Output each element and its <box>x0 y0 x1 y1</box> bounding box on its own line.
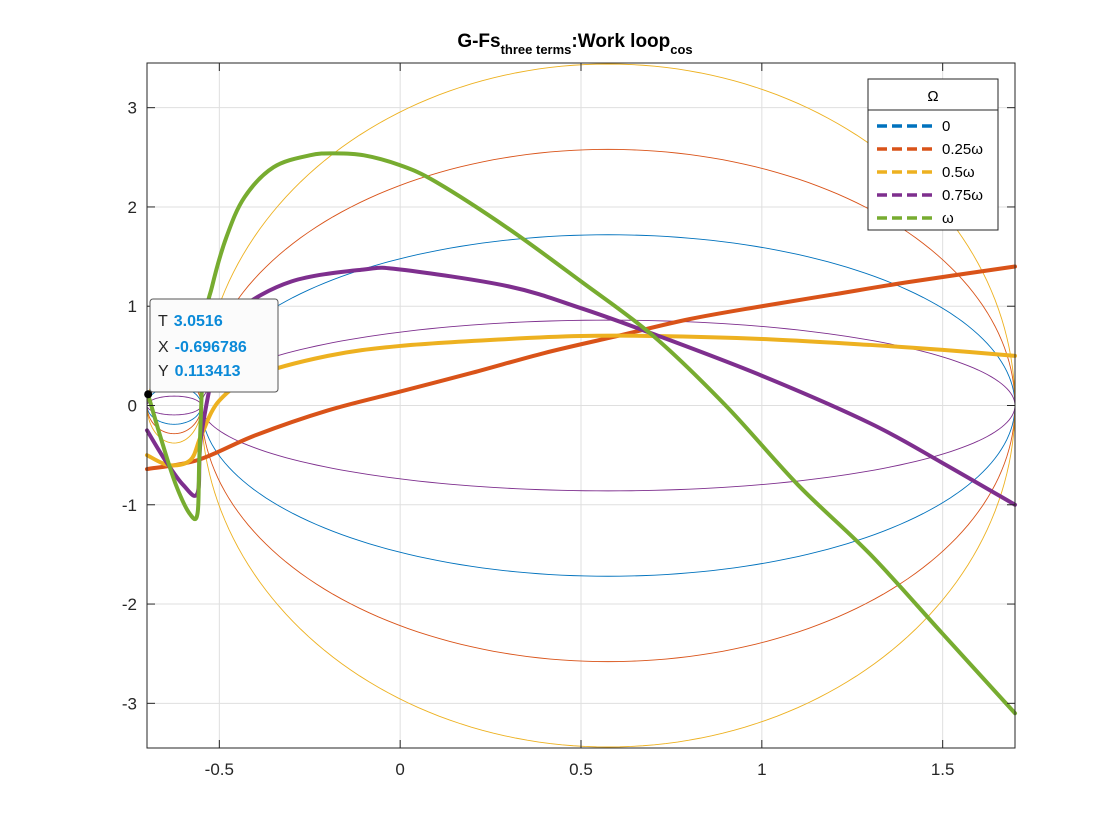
series-line <box>145 264 1017 472</box>
x-tick-label: 0.5 <box>569 760 593 779</box>
x-tick-label: 1 <box>757 760 766 779</box>
datatip[interactable]: T 3.0516 X -0.696786 Y 0.113413 <box>144 298 279 399</box>
chart-title: G-Fsthree terms:Work loopcos <box>457 31 692 57</box>
y-tick-label: -1 <box>122 496 137 515</box>
x-tick-label: 0 <box>395 760 404 779</box>
y-tick-label: 0 <box>128 397 137 416</box>
datatip-row-y: Y 0.113413 <box>158 363 241 380</box>
datatip-key-y: Y <box>158 363 169 380</box>
legend-box <box>867 78 999 231</box>
series-lines <box>145 151 1017 716</box>
datatip-row-x: X -0.696786 <box>158 339 247 356</box>
datatip-value-y: 0.113413 <box>175 363 241 380</box>
legend-entries: 0 0.25ω 0.5ω 0.75ω ω <box>877 118 983 227</box>
legend-title: Ω <box>927 88 938 105</box>
title-sub1: three terms <box>501 42 572 57</box>
title-sub2: cos <box>670 42 692 57</box>
legend-label: 0.75ω <box>942 187 983 204</box>
datatip-value-t: 3.0516 <box>174 313 223 330</box>
y-tick-label: -2 <box>122 595 137 614</box>
series-line <box>145 333 1017 468</box>
legend-label: 0 <box>942 118 950 135</box>
x-tick-label: 1.5 <box>931 760 955 779</box>
y-tick-label: -3 <box>122 694 137 713</box>
title-main: G-Fs <box>457 31 500 52</box>
axis-ticks: -0.5 0 0.5 1 1.5 -3 -2 -1 0 1 2 3 <box>122 63 1015 779</box>
series-line <box>146 151 1017 716</box>
legend-label: ω <box>942 210 954 227</box>
y-tick-label: 1 <box>128 297 137 316</box>
y-tick-label: 2 <box>128 198 137 217</box>
legend[interactable]: Ω 0 0.25ω 0.5ω 0.75ω ω <box>867 78 999 231</box>
grid-lines <box>147 63 1015 748</box>
datatip-key-t: T <box>158 313 168 330</box>
y-tick-label: 3 <box>128 99 137 118</box>
legend-label: 0.25ω <box>942 141 983 158</box>
datatip-value-x: -0.696786 <box>175 339 247 356</box>
x-tick-label: -0.5 <box>205 760 234 779</box>
datatip-marker[interactable] <box>144 390 153 399</box>
title-mid: :Work loop <box>571 31 670 52</box>
datatip-key-x: X <box>158 339 169 356</box>
datatip-row-t: T 3.0516 <box>158 313 223 330</box>
legend-label: 0.5ω <box>942 164 975 181</box>
datatip-box <box>149 298 279 393</box>
